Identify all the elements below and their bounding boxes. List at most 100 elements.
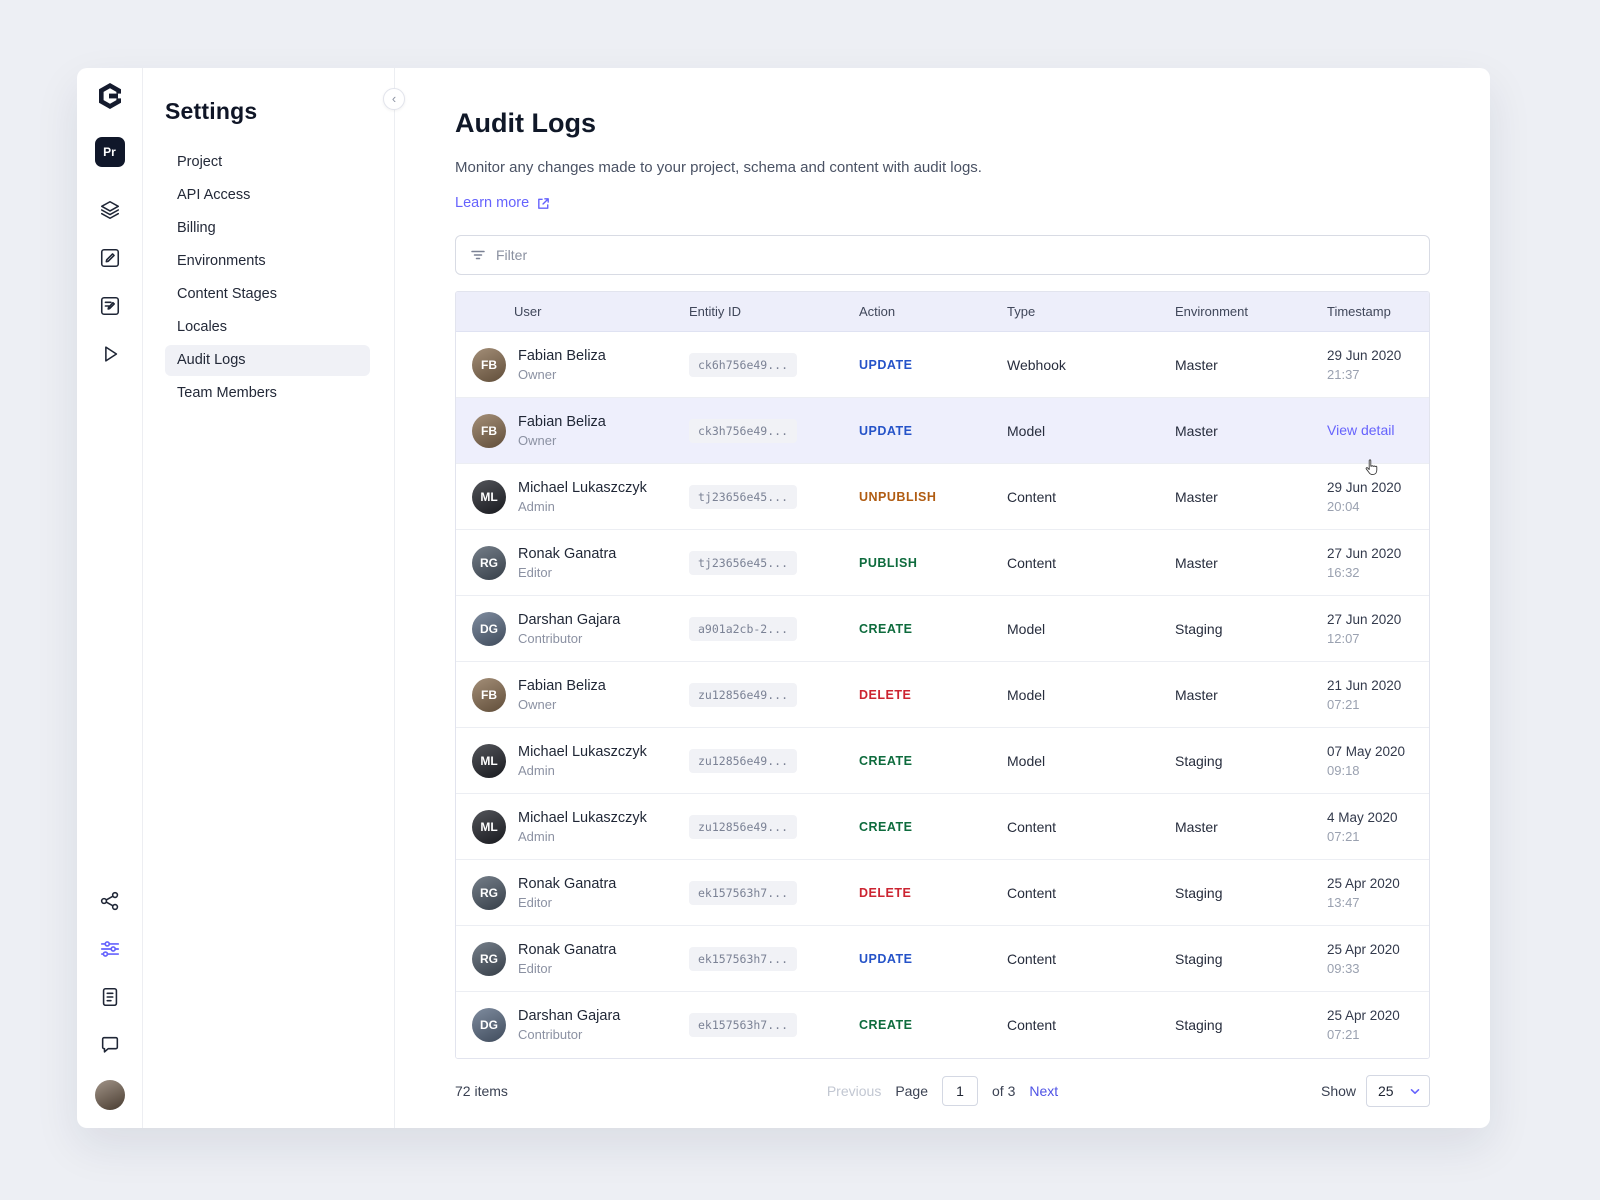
- timestamp-cell: 27 Jun 2020 12:07: [1319, 612, 1429, 646]
- timestamp-cell: 07 May 2020 09:18: [1319, 744, 1429, 778]
- user-cell: ML Michael Lukaszczyk Admin: [456, 809, 681, 844]
- settings-window: Pr: [77, 68, 1490, 1128]
- table-footer: 72 items Previous Page of 3 Next Show 25: [455, 1075, 1431, 1107]
- user-cell: DG Darshan Gajara Contributor: [456, 1008, 681, 1042]
- page-number-input[interactable]: [942, 1076, 979, 1106]
- webhooks-icon[interactable]: [91, 882, 129, 920]
- action-label: CREATE: [859, 753, 913, 768]
- timestamp-time: 07:21: [1327, 696, 1360, 712]
- action-label: PUBLISH: [859, 555, 918, 570]
- type-label: Content: [1007, 950, 1057, 967]
- timestamp-time: 12:07: [1327, 630, 1360, 646]
- page-size-select[interactable]: 25: [1366, 1075, 1431, 1107]
- column-header: Action: [859, 304, 896, 319]
- entity-id-chip: zu12856e49...: [689, 682, 798, 707]
- filter-input[interactable]: [496, 247, 1415, 263]
- table-row[interactable]: FB Fabian Beliza Owner ck3h756e49... UPD…: [456, 398, 1429, 475]
- column-header: Timestamp: [1327, 304, 1391, 319]
- project-badge[interactable]: Pr: [94, 137, 125, 167]
- sidebar-item-billing[interactable]: Billing: [177, 220, 216, 236]
- page-size-value: 25: [1378, 1083, 1394, 1099]
- user-role: Editor: [518, 960, 552, 976]
- icon-rail: Pr: [77, 68, 143, 1128]
- timestamp-cell: 21 Jun 2020 07:21: [1319, 678, 1429, 712]
- table-row[interactable]: RG Ronak Ganatra Editor ek157563h7... DE…: [456, 860, 1429, 926]
- sidebar-item-project[interactable]: Project: [177, 154, 223, 170]
- next-button[interactable]: Next: [1029, 1083, 1059, 1099]
- schema-editor-icon[interactable]: [91, 239, 129, 277]
- settings-sliders-icon[interactable]: [91, 930, 129, 968]
- type-label: Content: [1007, 884, 1057, 901]
- user-cell: RG Ronak Ganatra Editor: [456, 941, 681, 976]
- sidebar-item-team-members[interactable]: Team Members: [177, 385, 277, 401]
- content-editor-icon[interactable]: [91, 287, 129, 325]
- learn-more-link[interactable]: Learn more: [455, 195, 551, 211]
- docs-icon[interactable]: [91, 978, 129, 1016]
- user-role: Contributor: [518, 1027, 583, 1042]
- settings-sidebar: Settings Project API Access Billing Environ…: [143, 68, 405, 1128]
- page-label: Page: [895, 1083, 929, 1099]
- timestamp-date: 29 Jun 2020: [1327, 479, 1402, 495]
- user-cell: FB Fabian Beliza Owner: [456, 677, 681, 712]
- table-row[interactable]: RG Ronak Ganatra Editor tj23656e45... PU…: [456, 530, 1429, 596]
- environment-label: Staging: [1175, 950, 1223, 967]
- row-avatar: RG: [472, 941, 506, 976]
- items-count: 72 items: [455, 1083, 508, 1099]
- play-icon[interactable]: [91, 335, 129, 373]
- row-avatar: FB: [472, 413, 506, 448]
- user-avatar[interactable]: [94, 1080, 125, 1110]
- timestamp-cell: 25 Apr 2020 09:33: [1319, 942, 1429, 976]
- user-role: Contributor: [518, 630, 583, 646]
- user-name: Fabian Beliza: [518, 347, 606, 364]
- table-row[interactable]: FB Fabian Beliza Owner ck6h756e49... UPD…: [456, 332, 1429, 398]
- row-avatar: DG: [472, 611, 506, 646]
- timestamp-cell: 27 Jun 2020 16:32: [1319, 546, 1429, 580]
- row-avatar: RG: [472, 875, 506, 910]
- entity-id-chip: a901a2cb-2...: [689, 616, 798, 641]
- previous-button[interactable]: Previous: [826, 1083, 882, 1099]
- sidebar-item-locales[interactable]: Locales: [177, 319, 227, 335]
- sidebar-item-environments[interactable]: Environments: [177, 253, 266, 269]
- table-row[interactable]: ML Michael Lukaszczyk Admin tj23656e45..…: [456, 464, 1429, 530]
- column-header: Entitiy ID: [689, 304, 742, 319]
- row-avatar: ML: [472, 479, 506, 514]
- table-row[interactable]: FB Fabian Beliza Owner zu12856e49... DEL…: [456, 662, 1429, 728]
- row-avatar: ML: [472, 809, 506, 844]
- table-row[interactable]: RG Ronak Ganatra Editor ek157563h7... UP…: [456, 926, 1429, 992]
- table-header: User Entitiy ID Action Type Environment Times…: [456, 292, 1429, 332]
- entity-id-chip: ck6h756e49...: [689, 352, 798, 377]
- timestamp-cell: View detail: [1319, 421, 1429, 475]
- environment-label: Master: [1175, 356, 1218, 373]
- action-label: UPDATE: [859, 357, 913, 372]
- learn-more-label: Learn more: [455, 195, 530, 211]
- table-row[interactable]: ML Michael Lukaszczyk Admin zu12856e49..…: [456, 794, 1429, 860]
- chat-icon[interactable]: [91, 1026, 129, 1064]
- user-cell: FB Fabian Beliza Owner: [456, 413, 681, 448]
- filter-bar: [455, 235, 1430, 275]
- table-row[interactable]: DG Darshan Gajara Contributor a901a2cb-2…: [456, 596, 1429, 662]
- row-avatar: FB: [472, 347, 506, 382]
- view-detail-link[interactable]: View detail: [1327, 421, 1395, 438]
- timestamp-time: 13:47: [1327, 894, 1360, 910]
- sidebar-collapse-button[interactable]: ‹: [383, 88, 405, 110]
- user-role: Admin: [518, 828, 555, 844]
- type-label: Content: [1007, 1017, 1057, 1033]
- page-of-label: of 3: [992, 1083, 1016, 1099]
- timestamp-time: 21:37: [1327, 366, 1360, 382]
- environment-label: Staging: [1175, 620, 1223, 637]
- table-row[interactable]: ML Michael Lukaszczyk Admin zu12856e49..…: [456, 728, 1429, 794]
- timestamp-time: 07:21: [1327, 828, 1360, 844]
- sidebar-item-content-stages[interactable]: Content Stages: [177, 286, 277, 302]
- user-cell: ML Michael Lukaszczyk Admin: [456, 743, 681, 778]
- layers-icon[interactable]: [91, 191, 129, 229]
- table-row[interactable]: DG Darshan Gajara Contributor ek157563h7…: [456, 992, 1429, 1058]
- audit-logs-table: User Entitiy ID Action Type Environment Times…: [455, 291, 1430, 1059]
- sidebar-item-api-access[interactable]: API Access: [177, 187, 251, 203]
- user-name: Ronak Ganatra: [518, 875, 617, 892]
- user-role: Editor: [518, 564, 552, 580]
- page-title: Audit Logs: [455, 108, 596, 138]
- timestamp-cell: 4 May 2020 07:21: [1319, 810, 1429, 844]
- type-label: Model: [1007, 422, 1046, 439]
- user-name: Ronak Ganatra: [518, 545, 617, 562]
- sidebar-item-audit-logs[interactable]: Audit Logs: [165, 345, 370, 376]
